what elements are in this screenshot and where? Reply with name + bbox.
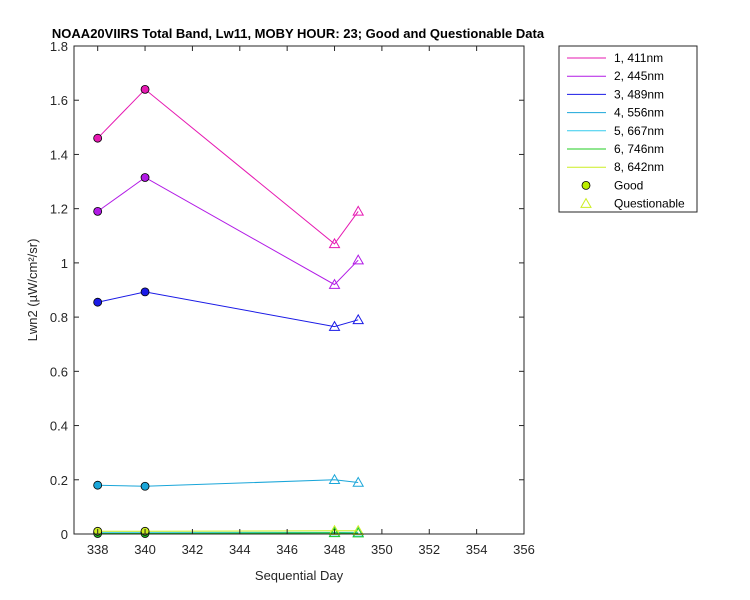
x-tick-label: 346 bbox=[276, 542, 298, 557]
questionable-point-marker bbox=[328, 237, 341, 249]
y-tick-label: 1.6 bbox=[50, 93, 68, 108]
y-tick-label: 0.8 bbox=[50, 310, 68, 325]
x-tick-label: 354 bbox=[466, 542, 488, 557]
good-point-marker bbox=[140, 84, 150, 94]
good-point-marker bbox=[93, 133, 103, 143]
questionable-point-marker bbox=[352, 527, 365, 538]
y-tick-label: 1 bbox=[61, 256, 68, 271]
good-point-marker bbox=[93, 480, 103, 490]
y-axis-title: Lwn2 (µW/cm²/sr) bbox=[25, 239, 40, 342]
x-axis-title: Sequential Day bbox=[255, 568, 344, 583]
x-tick-label: 350 bbox=[371, 542, 393, 557]
legend-label: 2, 445nm bbox=[614, 69, 664, 83]
legend-label: Good bbox=[614, 178, 643, 192]
x-tick-label: 356 bbox=[513, 542, 535, 557]
good-point-marker bbox=[93, 206, 103, 216]
x-tick-label: 338 bbox=[87, 542, 109, 557]
series-line bbox=[97, 291, 359, 328]
legend-label: 6, 746nm bbox=[614, 142, 664, 156]
questionable-point-marker bbox=[328, 526, 341, 538]
series-line bbox=[97, 88, 359, 245]
x-tick-label: 342 bbox=[182, 542, 204, 557]
x-tick-label: 352 bbox=[418, 542, 440, 557]
legend-label: 8, 642nm bbox=[614, 160, 664, 174]
series-line bbox=[97, 479, 359, 487]
questionable-point-marker bbox=[352, 205, 365, 216]
legend-good-marker bbox=[581, 180, 591, 190]
legend-label: 1, 411nm bbox=[614, 51, 663, 65]
questionable-point-marker bbox=[352, 476, 365, 487]
legend-label: 3, 489nm bbox=[614, 87, 664, 101]
legend-label: 4, 556nm bbox=[614, 106, 664, 120]
y-tick-label: 1.2 bbox=[50, 202, 68, 217]
y-tick-label: 0.2 bbox=[50, 473, 68, 488]
legend-label: 5, 667nm bbox=[614, 124, 664, 138]
questionable-point-marker bbox=[328, 473, 341, 485]
questionable-point-marker bbox=[352, 313, 365, 325]
good-point-marker bbox=[140, 287, 150, 297]
y-tick-label: 1.8 bbox=[50, 39, 68, 54]
legend: 1, 411nm 2, 445nm 3, 489nm 4, 556nm 5, 667nm… bbox=[558, 45, 698, 213]
good-point-marker bbox=[93, 297, 103, 307]
plot-frame bbox=[73, 45, 525, 535]
series-line bbox=[97, 176, 359, 286]
y-tick-label: 0.4 bbox=[50, 419, 68, 434]
x-tick-label: 344 bbox=[229, 542, 251, 557]
good-point-marker bbox=[140, 481, 150, 491]
y-tick-label: 1.4 bbox=[50, 147, 68, 162]
questionable-point-marker bbox=[352, 254, 365, 265]
good-point-marker bbox=[140, 173, 150, 182]
x-ticks: 338 340 342 344 346 348 350 352 354 356 bbox=[87, 46, 535, 557]
series-layer bbox=[93, 84, 365, 538]
y-tick-label: 0 bbox=[61, 527, 68, 542]
x-tick-label: 340 bbox=[134, 542, 156, 557]
legend-questionable-marker bbox=[580, 197, 592, 208]
questionable-point-marker bbox=[328, 278, 341, 289]
chart-title: NOAA20VIIRS Total Band, Lw11, MOBY HOUR:… bbox=[52, 26, 545, 41]
questionable-point-marker bbox=[328, 320, 341, 331]
x-tick-label: 348 bbox=[324, 542, 346, 557]
legend-label: Questionable bbox=[614, 197, 685, 211]
y-ticks: 0 0.2 0.4 0.6 0.8 1 1.2 1.4 1.6 1.8 bbox=[50, 39, 524, 542]
y-tick-label: 0.6 bbox=[50, 364, 68, 379]
